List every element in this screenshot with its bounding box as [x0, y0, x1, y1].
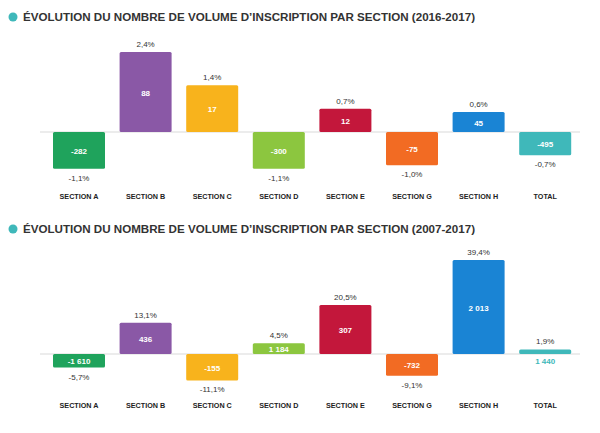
- bars: [53, 260, 571, 380]
- value-label: 20,5%: [334, 293, 357, 302]
- bar: [519, 349, 571, 354]
- count-label: 436: [139, 335, 153, 344]
- value-label: -9,1%: [402, 381, 423, 390]
- count-label: 1 184: [269, 345, 290, 354]
- bar: [53, 132, 105, 169]
- value-label: 39,4%: [467, 248, 490, 257]
- bar: [120, 52, 172, 132]
- category-label: SECTION C: [193, 401, 232, 410]
- bar: [253, 343, 305, 354]
- value-label: -11,1%: [200, 385, 225, 394]
- category-label: SECTION D: [259, 401, 298, 410]
- bar: [319, 109, 371, 132]
- category-label: SECTION A: [60, 192, 99, 201]
- chart: ÉVOLUTION DU NOMBRE DE VOLUME D’INSCRIPT…: [9, 222, 581, 410]
- bar: [519, 132, 571, 155]
- count-label: 12: [341, 117, 350, 126]
- value-label: 2,4%: [136, 40, 154, 49]
- value-label: 1,9%: [536, 337, 554, 346]
- count-label: -1 610: [68, 357, 91, 366]
- category-label: SECTION H: [459, 192, 498, 201]
- category-label: SECTION B: [126, 401, 165, 410]
- bar: [120, 323, 172, 354]
- count-label: -300: [271, 147, 288, 156]
- category-label: SECTION A: [60, 401, 99, 410]
- count-label: -75: [406, 145, 418, 154]
- category-label: TOTAL: [534, 401, 558, 410]
- value-label: -5,7%: [69, 373, 90, 382]
- title-bullet: [9, 13, 18, 22]
- value-label: -1,0%: [402, 170, 423, 179]
- bar: [453, 260, 505, 354]
- value-label: -0,7%: [535, 160, 556, 169]
- bar: [386, 354, 438, 376]
- category-label: TOTAL: [534, 192, 558, 201]
- count-label: -282: [71, 147, 88, 156]
- count-label: -155: [204, 364, 221, 373]
- count-label: -495: [537, 140, 554, 149]
- figure: ÉVOLUTION DU NOMBRE DE VOLUME D’INSCRIPT…: [0, 0, 600, 433]
- bar: [453, 112, 505, 132]
- value-label: -1,1%: [268, 174, 289, 183]
- bars: [53, 52, 571, 169]
- count-label: -732: [404, 361, 421, 370]
- category-label: SECTION D: [259, 192, 298, 201]
- bar: [386, 132, 438, 165]
- category-label: SECTION G: [392, 401, 432, 410]
- category-label: SECTION E: [326, 401, 365, 410]
- labels: -1 610 -5,7% SECTION A 436 13,1% SECTION B -15…: [60, 248, 558, 410]
- title: ÉVOLUTION DU NOMBRE DE VOLUME D’INSCRIPT…: [23, 10, 475, 23]
- count-label: 45: [474, 119, 483, 128]
- count-label: 17: [208, 105, 217, 114]
- bar: [186, 354, 238, 380]
- category-label: SECTION G: [392, 192, 432, 201]
- labels: -282 -1,1% SECTION A 88 2,4% SECTION B 17 1,4% S…: [60, 40, 558, 201]
- bar: [253, 132, 305, 169]
- count-label: 1 440: [535, 357, 556, 366]
- bar: [319, 305, 371, 354]
- value-label: 0,6%: [469, 100, 487, 109]
- category-label: SECTION E: [326, 192, 365, 201]
- bar: [186, 85, 238, 132]
- bar: [53, 354, 105, 368]
- title-bullet: [9, 225, 18, 234]
- value-label: -1,1%: [69, 174, 90, 183]
- chart: ÉVOLUTION DU NOMBRE DE VOLUME D’INSCRIPT…: [9, 10, 581, 201]
- value-label: 13,1%: [134, 311, 157, 320]
- title: ÉVOLUTION DU NOMBRE DE VOLUME D’INSCRIPT…: [23, 222, 475, 235]
- category-label: SECTION B: [126, 192, 165, 201]
- value-label: 0,7%: [336, 97, 354, 106]
- count-label: 88: [141, 89, 150, 98]
- value-label: 4,5%: [270, 331, 288, 340]
- category-label: SECTION H: [459, 401, 498, 410]
- count-label: 307: [339, 326, 353, 335]
- value-label: 1,4%: [203, 73, 221, 82]
- category-label: SECTION C: [193, 192, 232, 201]
- count-label: 2 013: [469, 304, 490, 313]
